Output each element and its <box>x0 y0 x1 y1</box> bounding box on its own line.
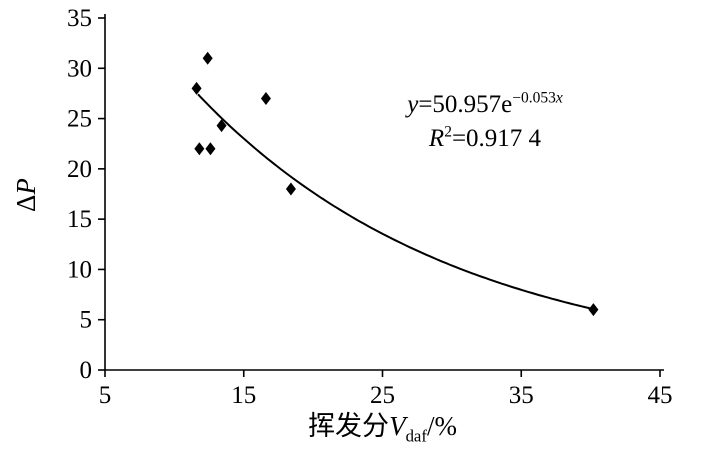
data-point <box>194 142 205 156</box>
y-tick-label: 30 <box>67 55 92 82</box>
data-point <box>202 51 213 65</box>
data-point <box>191 81 202 95</box>
equation-body: =50.957e <box>418 91 513 118</box>
x-axis-label-var: V <box>389 411 406 441</box>
y-axis-label: ΔP <box>9 145 43 245</box>
equation-exponent-var: x <box>555 89 563 107</box>
y-tick-label: 10 <box>67 256 92 283</box>
data-point <box>260 91 271 105</box>
y-tick-label: 15 <box>67 206 92 233</box>
data-point <box>588 303 599 317</box>
y-tick-label: 35 <box>67 5 92 32</box>
trendline-curve <box>197 93 596 311</box>
data-point <box>205 142 216 156</box>
equation-y-var: y <box>407 91 419 118</box>
equation-exponent-coef: −0.053 <box>512 89 556 107</box>
x-axis-label-unit: /% <box>426 411 457 441</box>
x-axis-label-cn: 挥发分 <box>308 411 390 441</box>
data-point <box>216 119 227 133</box>
y-tick-label: 0 <box>80 357 93 384</box>
x-axis-label: 挥发分Vdaf/% <box>105 404 660 446</box>
r-squared-var: R <box>428 124 445 152</box>
x-tick-label: 15 <box>231 382 256 409</box>
y-tick-label: 5 <box>80 307 93 334</box>
r-squared-value: =0.917 4 <box>451 124 542 152</box>
y-tick-label: 25 <box>67 106 92 133</box>
data-point <box>285 182 296 196</box>
x-axis-label-sub: daf <box>405 426 427 446</box>
y-axis-label-delta: Δ <box>11 194 41 212</box>
x-tick-label: 45 <box>648 382 673 409</box>
equation-exponent: −0.053x <box>512 90 563 107</box>
x-tick-label: 25 <box>370 382 395 409</box>
y-axis-label-var: P <box>11 178 41 195</box>
r-squared-sup: 2 <box>444 123 452 141</box>
equation-text: y=50.957e−0.053x <box>355 88 615 122</box>
r-squared-text: R2=0.917 4 <box>355 122 615 156</box>
x-tick-label: 35 <box>509 382 534 409</box>
y-tick-label: 20 <box>67 156 92 183</box>
trendline-annotation: y=50.957e−0.053x R2=0.917 4 <box>355 88 615 156</box>
x-tick-label: 5 <box>99 382 112 409</box>
